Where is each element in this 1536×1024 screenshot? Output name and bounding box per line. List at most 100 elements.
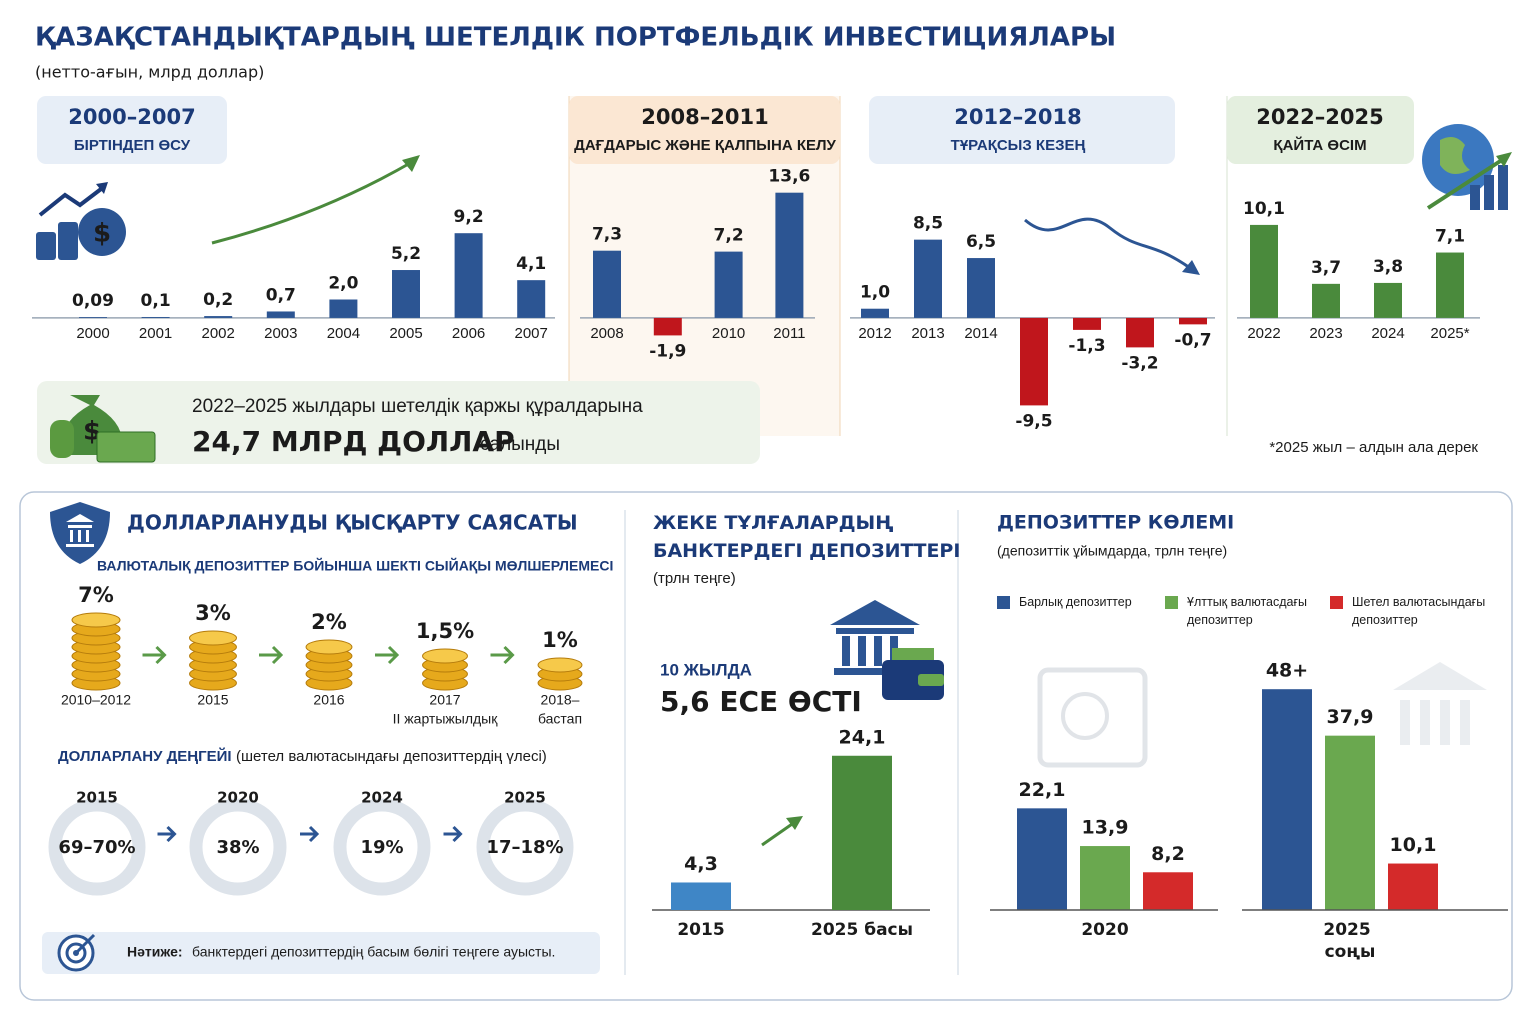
result-text: банктердегі депозиттердің басым бөлігі т… bbox=[192, 944, 555, 960]
legend-label: Барлық депозиттер bbox=[1019, 595, 1132, 609]
value-label: 0,1 bbox=[141, 291, 171, 311]
target-icon bbox=[57, 933, 96, 972]
ring-value: 19% bbox=[360, 837, 403, 858]
globe-icon bbox=[1422, 124, 1512, 210]
period-box bbox=[869, 96, 1175, 164]
x-tick-label: 2001 bbox=[139, 325, 172, 342]
period-label: 2017 bbox=[429, 692, 460, 708]
result-box bbox=[42, 932, 600, 974]
page-subtitle: (нетто-ағын, млрд доллар) bbox=[35, 63, 264, 82]
bar bbox=[832, 755, 892, 910]
bar bbox=[329, 299, 358, 318]
trend-arrow-head bbox=[402, 155, 420, 172]
step-arrow bbox=[375, 645, 400, 665]
period-label: 2015 bbox=[197, 692, 228, 708]
bar bbox=[1073, 317, 1101, 330]
ring-arrow bbox=[300, 825, 320, 843]
bar bbox=[141, 316, 170, 318]
period-title: 2000–2007 bbox=[68, 105, 195, 129]
value-label: 9,2 bbox=[454, 207, 484, 227]
x-tick-label: 2008 bbox=[590, 325, 623, 342]
x-tick-label: 2013 bbox=[911, 325, 944, 342]
ring-year: 2020 bbox=[217, 789, 259, 807]
bar bbox=[79, 317, 107, 318]
value-label: 0,2 bbox=[203, 290, 233, 310]
legend-label: Ұлттық валютасдағы депозиттер bbox=[1187, 595, 1311, 627]
x-tick-label: 2000 bbox=[76, 325, 109, 342]
ring-value: 17–18% bbox=[486, 837, 563, 858]
period-subtitle: ТҰРАҚСЫЗ КЕЗЕҢ bbox=[951, 137, 1086, 154]
value-label: 10,1 bbox=[1390, 834, 1437, 856]
x-tick-label: 2015 bbox=[677, 920, 724, 940]
bar bbox=[1436, 252, 1464, 318]
value-label: -1,3 bbox=[1068, 336, 1105, 356]
bar bbox=[861, 308, 889, 318]
value-label: 8,5 bbox=[913, 214, 943, 234]
bar bbox=[1325, 735, 1375, 910]
value-label: 4,1 bbox=[516, 254, 546, 274]
value-label: 2,0 bbox=[328, 274, 358, 294]
x-tick-label: 2022 bbox=[1247, 325, 1280, 342]
bar bbox=[1388, 863, 1438, 910]
bar bbox=[1179, 317, 1207, 325]
value-label: 13,9 bbox=[1082, 817, 1129, 839]
x-tick-label: 2002 bbox=[202, 325, 235, 342]
value-label: 7,2 bbox=[714, 226, 744, 246]
rate-label: 2% bbox=[311, 610, 347, 634]
bar bbox=[671, 882, 731, 910]
bar bbox=[775, 192, 804, 318]
legend-label: Шетел валютасындағы депозиттер bbox=[1352, 595, 1489, 627]
x-tick-label: 2007 bbox=[515, 325, 548, 342]
bar bbox=[517, 280, 546, 318]
bar bbox=[1312, 283, 1340, 318]
background-icons bbox=[1037, 662, 1487, 768]
legend-swatch bbox=[997, 596, 1010, 609]
ring-value: 38% bbox=[216, 837, 259, 858]
dollarization-title: ДОЛЛАРЛАНУ ДЕҢГЕЙІ bbox=[58, 747, 232, 765]
period-label: 2010–2012 bbox=[61, 692, 131, 708]
period-box bbox=[569, 96, 840, 164]
footnote: *2025 жыл – алдын ала дерек bbox=[1269, 439, 1478, 456]
step-arrow bbox=[259, 645, 284, 665]
chart-highlight: 5,6 ЕСЕ ӨСТІ bbox=[660, 685, 862, 718]
svg-text:$: $ bbox=[93, 219, 111, 249]
value-label: 22,1 bbox=[1019, 779, 1066, 801]
bar bbox=[204, 316, 233, 318]
x-tick-label: 2024 bbox=[1371, 325, 1404, 342]
ring-year: 2025 bbox=[504, 789, 546, 807]
section-title: ДОЛЛАРЛАНУДЫ ҚЫСҚАРТУ САЯСАТЫ bbox=[127, 511, 578, 535]
trend-arrow bbox=[211, 160, 413, 245]
section-subtitle: ВАЛЮТАЛЫҚ ДЕПОЗИТТЕР БОЙЫНША ШЕКТІ СЫЙАҚ… bbox=[97, 557, 613, 574]
period-title: 2008–2011 bbox=[641, 105, 768, 129]
chart-title: ДЕПОЗИТТЕР КӨЛЕМІ bbox=[997, 512, 1234, 534]
growth-arrow-head bbox=[786, 816, 803, 830]
x-tick-label: 2025 басы bbox=[811, 920, 913, 940]
ring bbox=[333, 798, 431, 896]
period-box bbox=[1227, 96, 1414, 164]
coin-top bbox=[189, 630, 237, 646]
bar bbox=[266, 311, 295, 318]
period-title: 2012–2018 bbox=[954, 105, 1081, 129]
coin-top bbox=[537, 657, 583, 673]
ring-year: 2024 bbox=[361, 789, 403, 807]
x-tick-label: 2025 соңы bbox=[1323, 920, 1376, 962]
x-tick-label: 2006 bbox=[452, 325, 485, 342]
summary-amount: 24,7 МЛРД ДОЛЛАР bbox=[192, 425, 515, 458]
step-arrow bbox=[490, 645, 515, 665]
rate-label: 1% bbox=[542, 628, 578, 652]
x-tick-label: 2023 bbox=[1309, 325, 1342, 342]
value-label: 48+ bbox=[1266, 660, 1308, 682]
summary-text: салынды bbox=[480, 434, 560, 455]
value-label: 0,09 bbox=[72, 291, 114, 311]
rate-label: 7% bbox=[78, 583, 114, 607]
chart-title: ЖЕКЕ ТҰЛҒАЛАРДЫҢ БАНКТЕРДЕГІ ДЕПОЗИТТЕРІ bbox=[653, 512, 960, 562]
trend-arrow bbox=[1024, 217, 1191, 270]
bar bbox=[1020, 317, 1048, 406]
value-label: 4,3 bbox=[684, 853, 718, 875]
value-label: 1,0 bbox=[860, 283, 890, 303]
x-tick-label: 2012 bbox=[858, 325, 891, 342]
dollarization-note: (шетел валютасындағы депозиттердің үлесі… bbox=[236, 748, 547, 765]
result-label: Нәтиже: bbox=[127, 944, 183, 960]
value-label: 8,2 bbox=[1151, 843, 1185, 865]
value-label: -1,9 bbox=[649, 341, 686, 361]
